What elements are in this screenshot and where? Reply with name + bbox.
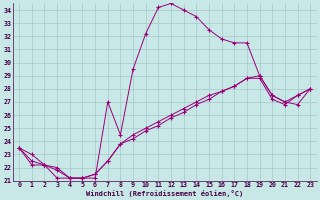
X-axis label: Windchill (Refroidissement éolien,°C): Windchill (Refroidissement éolien,°C) — [86, 190, 243, 197]
